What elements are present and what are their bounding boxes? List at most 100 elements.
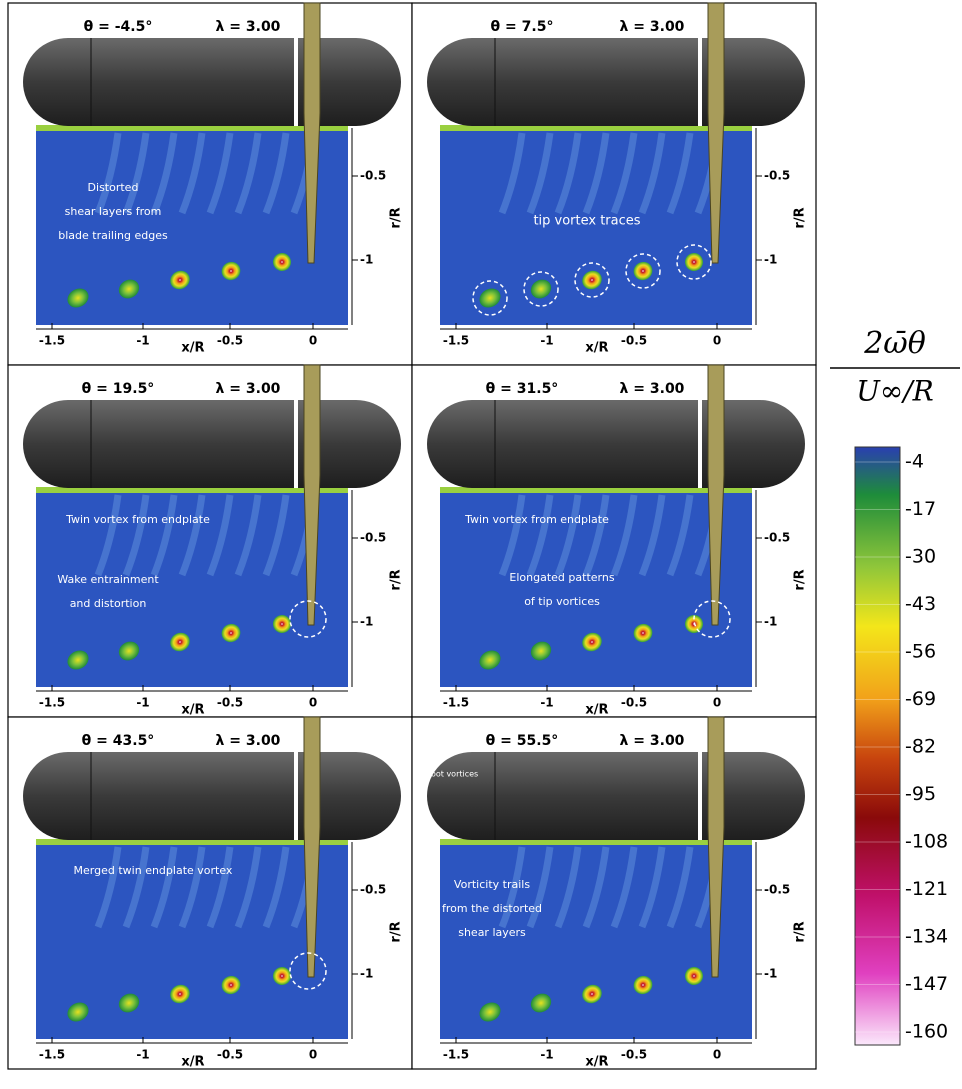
annotation: tip vortex traces <box>533 214 640 229</box>
x-axis-title: x/R <box>181 1055 204 1070</box>
theta-label: θ = 43.5° <box>82 733 155 749</box>
shear-trail <box>526 494 554 577</box>
y-tick-label: -1 <box>360 967 373 981</box>
hull <box>427 752 805 840</box>
annotation: Wake entrainment <box>57 573 159 586</box>
panel: θ = 55.5° λ = 3.00 Root vortices Vorticity … <box>411 716 817 1070</box>
shear-trail <box>582 494 610 577</box>
shear-trail <box>94 846 122 929</box>
tip-vortex <box>170 632 190 652</box>
colorbar-label: -30 <box>905 546 936 568</box>
tip-vortex <box>170 984 190 1004</box>
panel: θ = 19.5° λ = 3.00 Twin vortex from endpla… <box>7 364 413 718</box>
x-tick-label: -1.5 <box>443 1048 469 1062</box>
colorbar <box>854 446 901 1046</box>
shear-band <box>440 125 752 131</box>
tip-vortex <box>273 253 291 271</box>
colorbar-label: -69 <box>905 688 936 710</box>
tip-vortex <box>67 650 89 670</box>
colorbar-denominator: U∞/R <box>856 375 933 408</box>
tip-vortex <box>530 279 552 299</box>
blade <box>303 716 321 978</box>
shear-trail <box>498 846 526 929</box>
shear-band <box>36 487 348 493</box>
theta-label: θ = 55.5° <box>486 733 559 749</box>
y-axis-title: r/R <box>793 207 808 228</box>
panel: θ = 7.5° λ = 3.00 tip vortex traces -1.5 -1 -… <box>411 2 817 366</box>
x-tick-label: -0.5 <box>621 1048 647 1062</box>
tip-vortex <box>582 984 602 1004</box>
x-tick-label: 0 <box>713 1048 721 1062</box>
tip-vortex <box>118 279 140 299</box>
x-tick-label: -0.5 <box>217 334 243 348</box>
tip-vortex <box>67 1002 89 1022</box>
x-tick-label: 0 <box>309 696 317 710</box>
shear-trail <box>178 494 206 577</box>
tip-vortex <box>221 623 241 643</box>
hub-gap <box>294 38 298 126</box>
highlight-circle <box>289 952 327 990</box>
shear-trail <box>122 494 150 577</box>
tip-vortex <box>273 615 291 633</box>
hull <box>427 38 805 126</box>
y-tick-label: -0.5 <box>764 883 790 897</box>
shear-trail <box>526 132 554 215</box>
annotation: shear layers <box>458 926 526 939</box>
shear-trail <box>666 132 694 215</box>
x-tick-label: -1.5 <box>39 696 65 710</box>
tip-vortex <box>221 261 241 281</box>
x-tick-label: -0.5 <box>621 334 647 348</box>
theta-label: θ = 7.5° <box>491 19 554 35</box>
shear-trail <box>666 494 694 577</box>
theta-label: θ = 19.5° <box>82 381 155 397</box>
shear-trail <box>234 132 262 215</box>
lambda-label: λ = 3.00 <box>620 381 685 397</box>
hub-gap <box>294 752 298 840</box>
x-tick-label: -1.5 <box>443 334 469 348</box>
tip-vortex <box>685 253 703 271</box>
theta-label: θ = -4.5° <box>84 19 153 35</box>
highlight-circle <box>472 280 508 316</box>
highlight-circle <box>625 253 661 289</box>
tip-vortex <box>118 993 140 1013</box>
blade <box>707 716 725 978</box>
x-tick-label: -1 <box>540 1048 553 1062</box>
lambda-label: λ = 3.00 <box>216 381 281 397</box>
shear-trail <box>638 132 666 215</box>
y-tick-label: -0.5 <box>360 883 386 897</box>
x-axis-title: x/R <box>585 703 608 718</box>
x-tick-label: 0 <box>713 696 721 710</box>
shear-trail <box>150 132 178 215</box>
shear-trail <box>150 494 178 577</box>
shear-trail <box>610 846 638 929</box>
y-tick-label: -1 <box>764 615 777 629</box>
tip-vortex <box>633 623 653 643</box>
annotation: Elongated patterns <box>509 571 614 584</box>
highlight-circle <box>693 600 731 638</box>
x-axis-title: x/R <box>585 341 608 356</box>
shear-band <box>440 839 752 845</box>
tip-vortex <box>633 261 653 281</box>
x-axis-title: x/R <box>585 1055 608 1070</box>
y-tick-label: -1 <box>764 967 777 981</box>
hull <box>23 400 401 488</box>
shear-trail <box>178 132 206 215</box>
shear-trail <box>638 846 666 929</box>
tip-vortex <box>170 270 190 290</box>
tip-vortex <box>685 967 703 985</box>
tip-vortex <box>479 1002 501 1022</box>
annotation: of tip vortices <box>524 595 600 608</box>
y-axis-title: r/R <box>389 569 404 590</box>
y-tick-label: -0.5 <box>764 169 790 183</box>
shear-trail <box>582 846 610 929</box>
colorbar-label: -134 <box>905 926 948 948</box>
blade <box>303 2 321 264</box>
annotation: Merged twin endplate vortex <box>74 864 233 877</box>
colorbar-label: -147 <box>905 973 948 995</box>
panel: θ = 43.5° λ = 3.00 Merged twin endplate vo… <box>7 716 413 1070</box>
shear-trail <box>526 846 554 929</box>
shear-trail <box>554 846 582 929</box>
panel: θ = 31.5° λ = 3.00 Twin vortex from endpla… <box>411 364 817 718</box>
shear-trail <box>206 846 234 929</box>
